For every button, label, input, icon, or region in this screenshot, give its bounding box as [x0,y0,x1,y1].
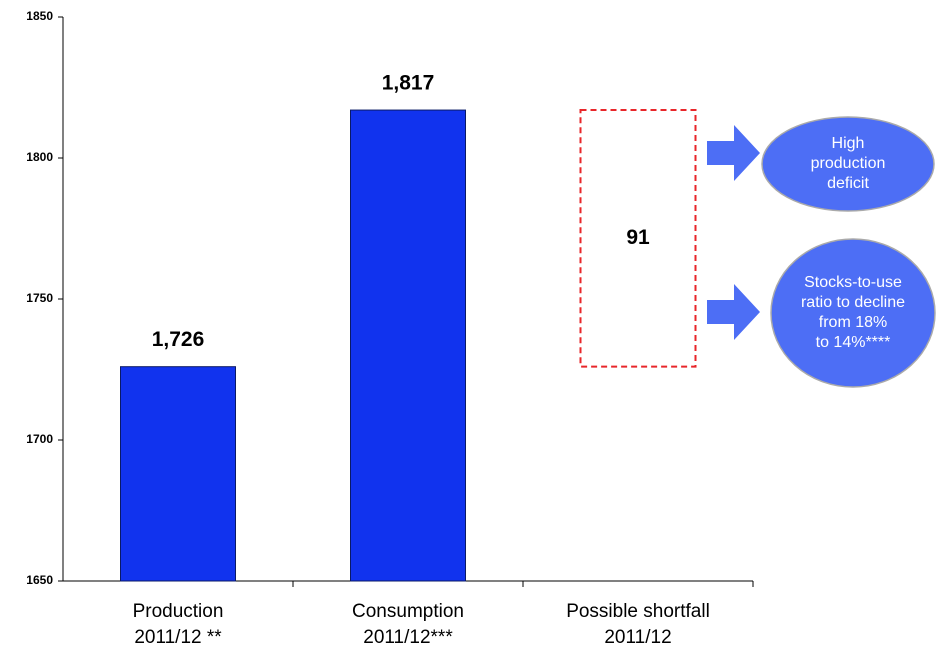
annotation-bubble [761,116,935,212]
bar [120,366,236,582]
arrow [707,284,760,340]
annotation-text: to 14%**** [816,334,891,351]
x-tick-label: 2011/12 ** [134,627,222,648]
y-tick-label: 1650 [26,573,53,587]
annotation-text: production [811,155,886,172]
x-tick-label: 2011/12 [604,627,671,648]
x-tick-label: Possible shortfall [566,601,710,622]
y-tick-label: 1800 [26,150,53,164]
annotation-text: High [832,135,865,152]
shortfall-box [579,109,697,368]
y-tick-label: 1750 [26,291,53,305]
arrow [707,125,760,181]
x-tick-label: Consumption [352,601,464,622]
bar [350,109,466,582]
value-label: 91 [626,226,650,249]
y-tick-label: 1700 [26,432,53,446]
annotation-bubble [770,238,936,388]
x-tick-label: 2011/12*** [363,627,453,648]
annotation-text: ratio to decline [801,294,905,311]
annotation-text: deficit [827,175,869,192]
value-label: 1,817 [382,72,435,95]
x-tick-label: Production [133,601,224,622]
value-label: 1,726 [152,328,205,351]
annotation-text: Stocks-to-use [804,274,902,291]
annotation-text: from 18% [819,314,887,331]
y-tick-label: 1850 [26,9,53,23]
